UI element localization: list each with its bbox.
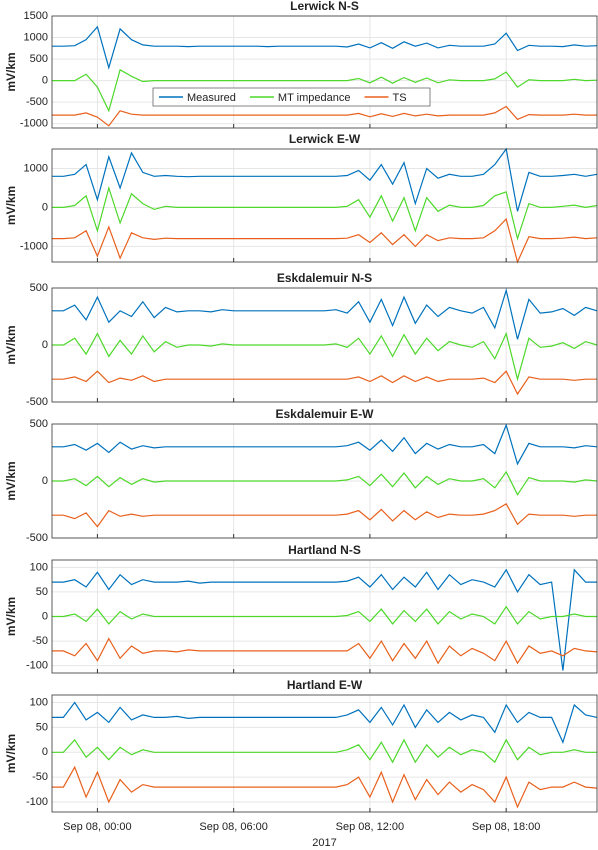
series-line [52,765,598,809]
y-axis-label: mV/km [4,597,18,636]
y-axis-label: mV/km [4,461,18,500]
series-line [52,331,598,382]
chart-title: Eskdalemuir E-W [275,407,374,421]
series-line [52,568,597,671]
plot-frame [51,15,598,129]
y-tick-label: -500 [26,396,48,408]
series-line [52,370,597,396]
y-tick-label: 0 [42,746,48,758]
y-tick-label: 0 [42,610,48,622]
y-tick-label: -100 [26,660,48,672]
chart-title: Lerwick N-S [290,0,359,13]
y-axis-label: mV/km [4,325,18,364]
y-axis-label: mV/km [4,186,18,225]
legend: Measured MT impedance TS [152,87,431,107]
series-line [52,502,597,528]
series-line [52,637,598,665]
legend-label: Measured [187,92,236,104]
plot-frame [51,694,598,813]
plot-area [52,149,597,262]
x-tick-label: Sep 08, 18:00 [472,821,541,833]
y-tick-label: 0 [42,475,48,487]
chart-title: Hartland E-W [287,678,363,692]
legend-box [152,87,431,107]
series-line [52,287,598,340]
series-line [52,185,598,241]
series-line [52,423,598,466]
series-line [52,470,598,496]
chart-title: Hartland N-S [288,543,361,557]
series-line [52,605,597,625]
plot-area [52,16,597,128]
y-axis-label: mV/km [4,734,18,773]
series-line [52,105,597,127]
y-tick-label: 1000 [24,31,48,43]
y-tick-label: -1000 [20,118,48,130]
y-tick-label: 500 [30,418,48,430]
series-line [52,68,598,113]
x-tick-label: Sep 08, 12:00 [336,821,405,833]
legend-label: TS [392,92,406,104]
y-axis-label: mV/km [4,52,18,91]
plot-frame [51,287,598,403]
y-tick-label: 1500 [24,10,48,22]
legend-label: MT impedance [278,92,351,104]
plot-frame [51,423,598,539]
y-tick-label: -500 [26,532,48,544]
y-tick-label: 0 [42,201,48,213]
y-tick-label: 100 [30,696,48,708]
series-line [52,738,597,764]
plot-frame [51,559,598,674]
y-tick-label: 0 [42,339,48,351]
series-line [52,25,598,70]
y-tick-label: -100 [26,796,48,808]
x-tick-label: Sep 08, 06:00 [199,821,268,833]
y-tick-label: -500 [26,96,48,108]
y-tick-label: -50 [32,635,48,647]
y-tick-label: 500 [30,53,48,65]
y-tick-label: 1000 [24,162,48,174]
y-tick-label: 100 [30,561,48,573]
x-axis-label: 2017 [312,837,336,849]
y-tick-label: -1000 [20,240,48,252]
y-tick-label: 50 [36,721,48,733]
plot-frame [51,148,598,263]
series-line [52,701,598,744]
chart-title: Eskdalemuir N-S [277,271,372,285]
series-line [52,217,598,264]
y-tick-label: 0 [42,75,48,87]
chart-title: Lerwick E-W [289,132,361,146]
y-tick-label: -50 [32,771,48,783]
y-tick-label: 500 [30,282,48,294]
x-tick-label: Sep 08, 00:00 [63,821,132,833]
y-tick-label: 50 [36,586,48,598]
